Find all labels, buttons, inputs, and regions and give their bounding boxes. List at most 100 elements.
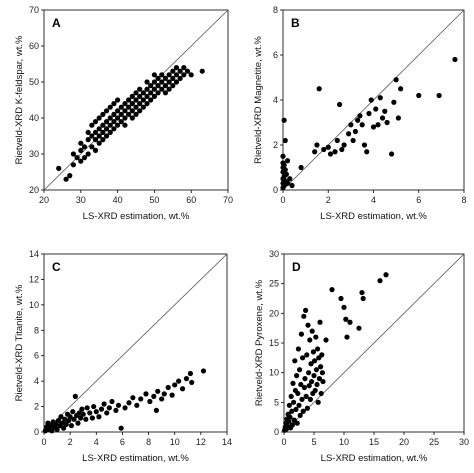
panel-a-data-point xyxy=(67,173,73,179)
panel-a-data-point xyxy=(89,122,95,128)
panel-b-x-tick-label: 8 xyxy=(461,195,466,205)
panel-b-data-point xyxy=(283,171,289,177)
panel-c-data-point xyxy=(55,417,61,424)
panel-c-data-point xyxy=(53,421,59,427)
panel-b-x-axis-label: LS-XRD estimation, wt.% xyxy=(320,211,427,222)
panel-b-data-point xyxy=(377,95,383,101)
panel-b-data-point xyxy=(375,122,381,128)
panel-b-data-point xyxy=(298,164,304,171)
panel-a-data-point xyxy=(92,129,99,135)
panel-d-data-point xyxy=(338,295,344,302)
panel-a-data-point xyxy=(137,93,143,99)
panel-c-data-point xyxy=(122,405,128,411)
panel-d-data-point xyxy=(312,358,318,364)
panel-d: 0 5 10 15 20 25 30 0 5 10 15 20 25 30 LS-XRD estimatio… xyxy=(254,249,469,464)
panel-b-data-point xyxy=(289,182,295,189)
panel-c-data-point xyxy=(165,384,171,391)
panel-d-data-point xyxy=(292,358,298,364)
panel-b-data-point xyxy=(393,77,399,83)
panel-c-plot-frame xyxy=(43,253,228,433)
panel-a-x-tick-label: 70 xyxy=(223,195,233,205)
panel-a-data-point xyxy=(122,115,128,121)
panel-d-data-point xyxy=(300,355,306,361)
panel-b-data-point xyxy=(364,149,370,155)
panel-a-data-point xyxy=(96,115,102,121)
panel-d-data-point xyxy=(300,408,306,414)
panel-c-y-tick-label: 2 xyxy=(34,402,39,412)
panel-a-data-point xyxy=(177,68,183,74)
panel-b-data-point xyxy=(282,167,288,173)
panel-a-data-point xyxy=(170,83,176,89)
panel-c-data-point xyxy=(183,376,190,382)
panel-b-data-point xyxy=(416,92,422,99)
panel-d-data-point xyxy=(294,420,300,426)
panel-c-data-point xyxy=(83,416,89,422)
panel-a-y-tick-label: 40 xyxy=(29,113,39,123)
panel-a-data-point xyxy=(103,126,110,132)
panel-c-data-point xyxy=(75,420,81,426)
panel-c-data-point xyxy=(155,388,161,394)
panel-b-data-point xyxy=(332,149,338,155)
panel-a-data-point xyxy=(170,75,176,81)
panel-c-data-point xyxy=(54,426,60,433)
panel-c-x-tick-label: 2 xyxy=(68,437,73,447)
panel-d-letter: D xyxy=(292,260,301,274)
panel-a-data-point xyxy=(96,133,102,139)
panel-a-data-point xyxy=(111,111,117,117)
panel-d-data-point xyxy=(320,378,326,385)
panel-b-data-point xyxy=(334,137,340,144)
panel-a-data-point xyxy=(137,86,143,92)
panel-a-data-point xyxy=(111,126,117,132)
panel-a-data-point xyxy=(81,144,88,150)
panel-d-x-tick-label: 25 xyxy=(429,437,439,447)
panel-d-y-tick-label: 20 xyxy=(269,308,279,318)
panel-c-x-tick-label: 6 xyxy=(120,437,125,447)
panel-c-data-point xyxy=(115,402,122,408)
panel-d-data-point xyxy=(323,337,329,343)
panel-b-data-point xyxy=(348,122,354,128)
panel-a-letter: A xyxy=(52,16,61,30)
panel-d-data-point xyxy=(312,387,318,394)
panel-c-letter: C xyxy=(52,260,61,274)
panel-a-x-axis-label: LS-XRD estimation, wt.% xyxy=(83,211,190,222)
panel-c-y-tick-label: 4 xyxy=(34,376,39,386)
panel-d-x-tick-label: 5 xyxy=(311,437,316,447)
panel-b-data-point xyxy=(281,162,287,168)
panel-a-plot-frame xyxy=(43,9,229,191)
panel-d-data-point xyxy=(304,405,310,411)
panel-a-data-point xyxy=(70,151,77,157)
panel-c-one-to-one-line xyxy=(43,253,228,433)
panel-c-data-point xyxy=(109,398,115,405)
panel-b-data-point xyxy=(379,115,386,121)
panel-a-x-tick-label: 50 xyxy=(149,195,159,205)
panel-a-data-point xyxy=(103,108,110,114)
panel-a-data-point xyxy=(155,83,161,89)
panel-a-data-point xyxy=(126,97,132,103)
panel-a-data-point xyxy=(162,75,169,81)
panel-d-x-tick-label: 15 xyxy=(369,437,379,447)
panel-c-data-point xyxy=(58,414,64,420)
panel-c-data-point xyxy=(72,393,78,399)
panel-a-y-tick-label: 70 xyxy=(29,5,39,15)
panel-d-data-point xyxy=(313,367,319,373)
panel-c-data-point xyxy=(61,425,67,431)
panel-b-data-point xyxy=(316,86,322,92)
panel-c-y-tick-label: 0 xyxy=(34,427,39,437)
panel-d-data-point xyxy=(301,313,307,319)
panel-d-one-to-one-line xyxy=(283,253,465,433)
panel-b-letter: B xyxy=(291,16,300,30)
panel-c-data-point xyxy=(68,423,75,429)
panel-a-data-point xyxy=(118,119,124,125)
panel-d-data-point xyxy=(316,376,322,382)
panel-c-x-tick-label: 0 xyxy=(41,437,46,447)
panel-b-data-point xyxy=(280,153,286,159)
panel-a-y-tick-label: 60 xyxy=(29,41,39,51)
panel-d-x-tick-label: 0 xyxy=(281,437,286,447)
panel-a-data-point xyxy=(74,155,80,161)
panel-a-data-point xyxy=(111,101,117,107)
panel-a-data-point xyxy=(129,115,135,121)
panel-a-data-point xyxy=(181,65,187,71)
panel-c-x-tick-label: 12 xyxy=(196,437,206,447)
panel-a-data-point xyxy=(177,75,183,81)
